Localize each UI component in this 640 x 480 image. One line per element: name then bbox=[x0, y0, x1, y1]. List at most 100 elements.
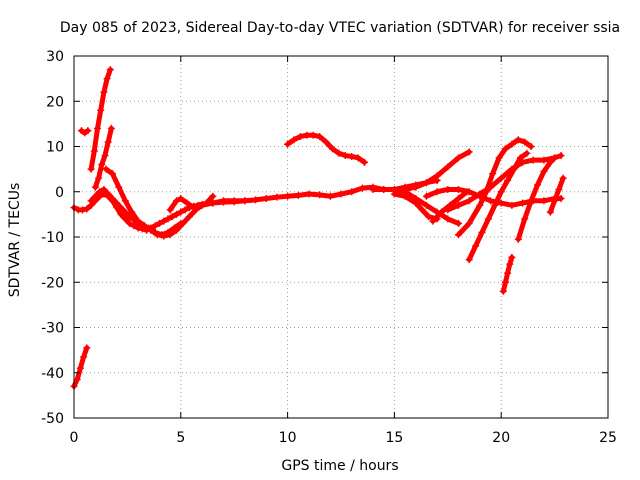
data-point bbox=[138, 222, 146, 230]
data-point bbox=[358, 184, 366, 192]
x-tick-label: 25 bbox=[599, 430, 617, 446]
data-point bbox=[164, 215, 172, 223]
data-point bbox=[273, 193, 281, 201]
data-point bbox=[491, 201, 499, 209]
data-point bbox=[106, 66, 114, 74]
data-point bbox=[83, 344, 91, 352]
y-tick-label: -20 bbox=[41, 275, 64, 291]
y-tick-label: 0 bbox=[55, 185, 64, 201]
data-point bbox=[401, 192, 409, 200]
data-point bbox=[478, 228, 486, 236]
data-point bbox=[487, 197, 495, 205]
data-point bbox=[119, 206, 127, 214]
data-point bbox=[151, 228, 159, 236]
data-point bbox=[130, 222, 138, 230]
data-point bbox=[108, 170, 116, 178]
y-tick-label: -10 bbox=[41, 230, 64, 246]
data-point bbox=[540, 197, 548, 205]
data-point bbox=[551, 197, 559, 205]
data-point bbox=[454, 219, 462, 227]
x-axis-label: GPS time / hours bbox=[281, 458, 398, 474]
data-point bbox=[341, 152, 349, 160]
data-point bbox=[433, 172, 441, 180]
data-point bbox=[309, 131, 317, 139]
data-point bbox=[290, 136, 298, 144]
series-track-r bbox=[514, 154, 559, 243]
data-point bbox=[209, 192, 217, 200]
data-point bbox=[284, 140, 292, 148]
series-track-n bbox=[454, 136, 535, 239]
data-point bbox=[196, 201, 204, 209]
data-point bbox=[465, 148, 473, 156]
data-point bbox=[337, 190, 345, 198]
data-point bbox=[422, 201, 430, 209]
data-point bbox=[551, 154, 559, 162]
data-point bbox=[303, 131, 311, 139]
data-point bbox=[121, 197, 129, 205]
data-point bbox=[444, 163, 452, 171]
data-point bbox=[252, 196, 260, 204]
data-point bbox=[95, 174, 103, 182]
data-point bbox=[444, 185, 452, 193]
y-tick-label: -40 bbox=[41, 366, 64, 382]
data-point bbox=[521, 138, 529, 146]
data-point bbox=[84, 127, 92, 135]
data-point bbox=[164, 228, 172, 236]
data-point bbox=[185, 213, 193, 221]
data-point bbox=[422, 192, 430, 200]
data-point bbox=[132, 217, 140, 225]
data-point bbox=[91, 183, 99, 191]
data-point bbox=[508, 140, 516, 148]
data-point bbox=[83, 205, 91, 213]
data-point bbox=[90, 147, 98, 155]
data-point bbox=[115, 183, 123, 191]
data-point bbox=[76, 364, 84, 372]
data-point bbox=[463, 188, 471, 196]
data-point bbox=[87, 197, 95, 205]
data-point bbox=[497, 188, 505, 196]
y-axis-label: SDTVAR / TECUs bbox=[7, 183, 23, 298]
data-point bbox=[102, 165, 110, 173]
y-tick-label: -30 bbox=[41, 321, 64, 337]
data-point bbox=[508, 201, 516, 209]
data-point bbox=[241, 197, 249, 205]
data-point bbox=[73, 376, 81, 384]
data-point bbox=[412, 183, 420, 191]
data-point bbox=[534, 181, 542, 189]
data-point bbox=[454, 185, 462, 193]
x-tick-label: 20 bbox=[492, 430, 510, 446]
data-point bbox=[557, 152, 565, 160]
series-track-q bbox=[499, 253, 516, 295]
data-point bbox=[499, 287, 507, 295]
data-point bbox=[559, 174, 567, 182]
data-point bbox=[497, 174, 505, 182]
series-track-t bbox=[429, 188, 471, 225]
series-track-d bbox=[87, 66, 114, 173]
data-point bbox=[514, 235, 522, 243]
data-point bbox=[173, 197, 181, 205]
data-point bbox=[523, 149, 531, 157]
data-point bbox=[305, 190, 313, 198]
data-point bbox=[316, 191, 324, 199]
data-point bbox=[262, 195, 270, 203]
data-point bbox=[177, 208, 185, 216]
data-point bbox=[151, 222, 159, 230]
series-track-f bbox=[77, 127, 92, 137]
data-point bbox=[476, 201, 484, 209]
data-point bbox=[145, 224, 153, 232]
data-point bbox=[489, 170, 497, 178]
data-point bbox=[183, 199, 191, 207]
series-track-e bbox=[91, 124, 115, 191]
data-point bbox=[170, 224, 178, 232]
data-point bbox=[202, 199, 210, 207]
data-point bbox=[555, 185, 563, 193]
data-point bbox=[97, 106, 105, 114]
grid-lines bbox=[74, 56, 608, 418]
data-point bbox=[433, 188, 441, 196]
data-point bbox=[444, 215, 452, 223]
y-tick-label: 20 bbox=[46, 94, 64, 110]
data-point bbox=[284, 192, 292, 200]
data-point bbox=[487, 183, 495, 191]
chart-title: Day 085 of 2023, Sidereal Day-to-day VTE… bbox=[60, 20, 620, 36]
